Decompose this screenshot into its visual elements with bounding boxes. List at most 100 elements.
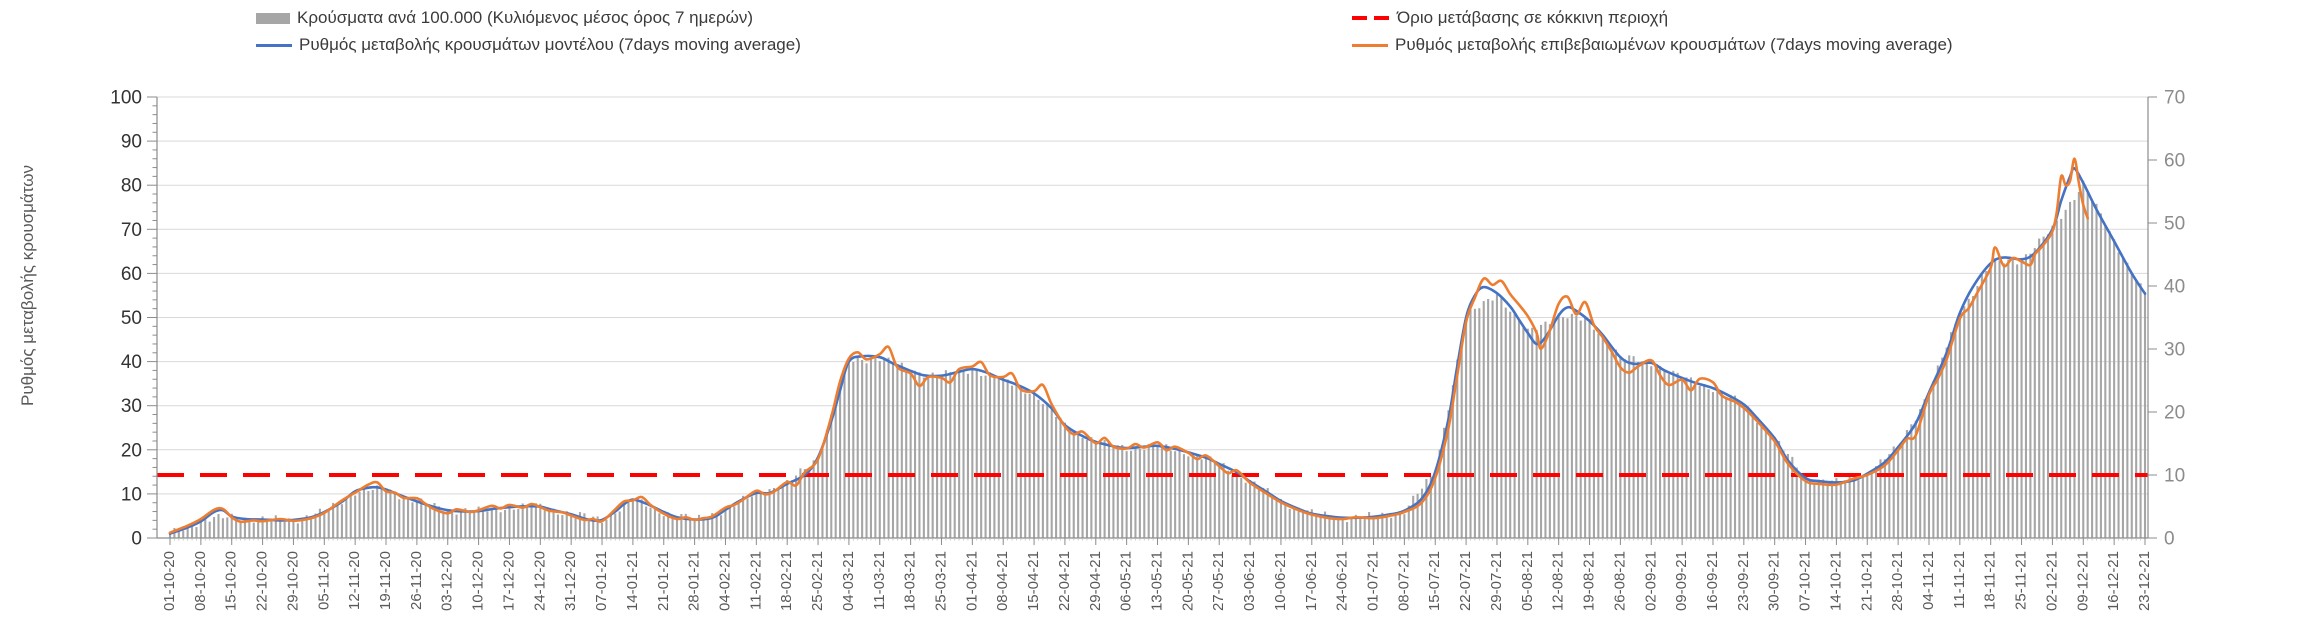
svg-text:20-05-21: 20-05-21: [1179, 551, 1196, 611]
right-axis: 0 10 20 30 40 50 60 70: [2148, 88, 2185, 550]
svg-text:0: 0: [2164, 529, 2175, 550]
gridlines: [157, 96, 2148, 495]
x-axis: 01-10-20 08-10-20 15-10-20 22-10-20 29-10-20…: [161, 538, 2153, 611]
svg-text:11-03-21: 11-03-21: [871, 551, 888, 610]
svg-text:22-07-21: 22-07-21: [1457, 551, 1474, 611]
confirmed-rate-line: [168, 157, 2089, 534]
svg-text:06-05-21: 06-05-21: [1118, 551, 1135, 611]
svg-text:11-02-21: 11-02-21: [747, 551, 764, 610]
svg-text:22-10-20: 22-10-20: [254, 551, 271, 611]
svg-text:20: 20: [121, 440, 142, 461]
svg-text:09-12-21: 09-12-21: [2074, 551, 2091, 611]
svg-text:01-10-20: 01-10-20: [161, 551, 178, 611]
svg-text:08-04-21: 08-04-21: [994, 551, 1011, 611]
svg-text:19-11-20: 19-11-20: [377, 551, 394, 610]
svg-text:29-10-20: 29-10-20: [284, 551, 301, 611]
svg-text:17-06-21: 17-06-21: [1303, 551, 1320, 611]
svg-text:17-12-20: 17-12-20: [501, 551, 518, 611]
svg-text:25-02-21: 25-02-21: [809, 551, 826, 611]
svg-text:23-12-21: 23-12-21: [2136, 551, 2153, 611]
svg-text:12-11-20: 12-11-20: [346, 551, 363, 610]
svg-text:07-10-21: 07-10-21: [1797, 551, 1814, 611]
svg-text:25-11-21: 25-11-21: [2013, 551, 2030, 610]
svg-text:70: 70: [2164, 88, 2185, 109]
svg-text:26-11-20: 26-11-20: [408, 551, 425, 610]
svg-text:18-03-21: 18-03-21: [902, 551, 919, 611]
svg-text:30-09-21: 30-09-21: [1766, 551, 1783, 611]
bar-swatch-icon: [256, 12, 290, 24]
blue-line-swatch-icon: [256, 43, 292, 47]
legend-label-model-rate: Ρυθμός μεταβολής κρουσμάτων μοντέλου (7d…: [299, 35, 801, 54]
svg-text:31-12-20: 31-12-20: [562, 551, 579, 611]
bars-cases-per-100k: [168, 180, 2147, 539]
left-axis: 0 10 20 30 40 50 60 70 80 90 100: [110, 88, 157, 550]
svg-text:04-11-21: 04-11-21: [1920, 551, 1937, 610]
legend-label-cases-per-100k: Κρούσματα ανά 100.000 (Κυλιόμενος μέσος …: [297, 8, 754, 27]
svg-text:10: 10: [121, 484, 142, 505]
svg-text:24-12-20: 24-12-20: [531, 551, 548, 611]
svg-text:15-04-21: 15-04-21: [1025, 551, 1042, 611]
y-axis-title: Ρυθμός μεταβολής κρουσμάτων: [18, 165, 37, 406]
svg-text:12-08-21: 12-08-21: [1550, 551, 1567, 611]
svg-text:04-03-21: 04-03-21: [840, 551, 857, 611]
svg-text:23-09-21: 23-09-21: [1735, 551, 1752, 611]
svg-text:30: 30: [2164, 340, 2185, 361]
svg-text:24-06-21: 24-06-21: [1334, 551, 1351, 611]
svg-text:04-02-21: 04-02-21: [717, 551, 734, 611]
svg-text:01-04-21: 01-04-21: [963, 551, 980, 611]
svg-text:26-08-21: 26-08-21: [1611, 551, 1628, 611]
svg-text:0: 0: [131, 529, 142, 550]
svg-text:20: 20: [2164, 403, 2185, 424]
svg-text:18-02-21: 18-02-21: [778, 551, 795, 611]
svg-text:70: 70: [121, 220, 142, 241]
svg-text:28-10-21: 28-10-21: [1889, 551, 1906, 611]
svg-text:09-09-21: 09-09-21: [1673, 551, 1690, 611]
svg-text:02-09-21: 02-09-21: [1642, 551, 1659, 611]
svg-text:05-08-21: 05-08-21: [1519, 551, 1536, 611]
svg-text:05-11-20: 05-11-20: [315, 551, 332, 610]
svg-text:16-09-21: 16-09-21: [1704, 551, 1721, 611]
svg-text:30: 30: [121, 396, 142, 417]
svg-text:22-04-21: 22-04-21: [1056, 551, 1073, 611]
orange-line-swatch-icon: [1352, 43, 1388, 47]
svg-text:08-07-21: 08-07-21: [1395, 551, 1412, 611]
svg-text:13-05-21: 13-05-21: [1149, 551, 1166, 611]
svg-text:15-07-21: 15-07-21: [1426, 551, 1443, 611]
legend-item-cases-per-100k: Κρούσματα ανά 100.000 (Κυλιόμενος μέσος …: [256, 6, 753, 30]
svg-text:60: 60: [121, 264, 142, 285]
legend-item-confirmed-rate: Ρυθμός μεταβολής επιβεβαιωμένων κρουσμάτ…: [1352, 33, 1953, 57]
svg-text:90: 90: [121, 132, 142, 153]
legend-item-red-threshold: Όριο μετάβασης σε κόκκινη περιοχή: [1352, 6, 1668, 30]
legend-label-confirmed-rate: Ρυθμός μεταβολής επιβεβαιωμένων κρουσμάτ…: [1395, 35, 1953, 54]
legend-label-red-threshold: Όριο μετάβασης σε κόκκινη περιοχή: [1397, 8, 1669, 27]
svg-text:11-11-21: 11-11-21: [1951, 551, 1968, 609]
svg-text:40: 40: [121, 352, 142, 373]
svg-text:60: 60: [2164, 151, 2185, 172]
svg-text:21-10-21: 21-10-21: [1858, 551, 1875, 611]
legend-item-model-rate: Ρυθμός μεταβολής κρουσμάτων μοντέλου (7d…: [256, 33, 801, 57]
svg-text:03-06-21: 03-06-21: [1241, 551, 1258, 611]
svg-text:29-04-21: 29-04-21: [1087, 551, 1104, 611]
svg-text:50: 50: [2164, 214, 2185, 235]
svg-text:10: 10: [2164, 466, 2185, 487]
svg-text:100: 100: [110, 88, 142, 109]
svg-text:08-10-20: 08-10-20: [192, 551, 209, 611]
svg-text:50: 50: [121, 308, 142, 329]
svg-text:27-05-21: 27-05-21: [1210, 551, 1227, 611]
svg-text:21-01-21: 21-01-21: [655, 551, 672, 611]
svg-text:15-10-20: 15-10-20: [223, 551, 240, 611]
svg-text:14-01-21: 14-01-21: [624, 551, 641, 611]
svg-text:03-12-20: 03-12-20: [439, 551, 456, 611]
svg-text:25-03-21: 25-03-21: [933, 551, 950, 611]
svg-text:10-06-21: 10-06-21: [1272, 551, 1289, 611]
svg-text:01-07-21: 01-07-21: [1365, 551, 1382, 611]
red-dashed-line-swatch-icon: [1352, 16, 1390, 20]
svg-text:16-12-21: 16-12-21: [2105, 551, 2122, 611]
svg-text:07-01-21: 07-01-21: [593, 551, 610, 611]
svg-text:18-11-21: 18-11-21: [1982, 551, 1999, 610]
svg-text:29-07-21: 29-07-21: [1488, 551, 1505, 611]
svg-text:19-08-21: 19-08-21: [1581, 551, 1598, 611]
svg-text:10-12-20: 10-12-20: [470, 551, 487, 611]
